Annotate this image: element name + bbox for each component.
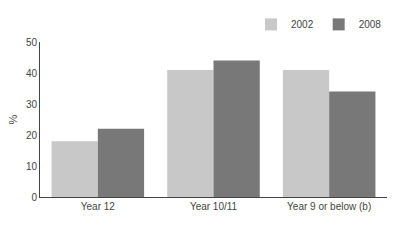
svg-text:10: 10 — [26, 161, 38, 172]
svg-text:40: 40 — [26, 68, 38, 79]
svg-text:50: 50 — [26, 37, 38, 48]
svg-text:2002: 2002 — [291, 19, 314, 30]
svg-text:20: 20 — [26, 130, 38, 141]
svg-text:%: % — [7, 114, 19, 124]
svg-text:0: 0 — [31, 192, 37, 203]
svg-text:30: 30 — [26, 99, 38, 110]
svg-text:Year 10/11: Year 10/11 — [190, 201, 238, 212]
svg-text:Year 9 or below (b): Year 9 or below (b) — [287, 201, 371, 212]
svg-text:Year 12: Year 12 — [81, 201, 116, 212]
svg-text:2008: 2008 — [359, 19, 382, 30]
